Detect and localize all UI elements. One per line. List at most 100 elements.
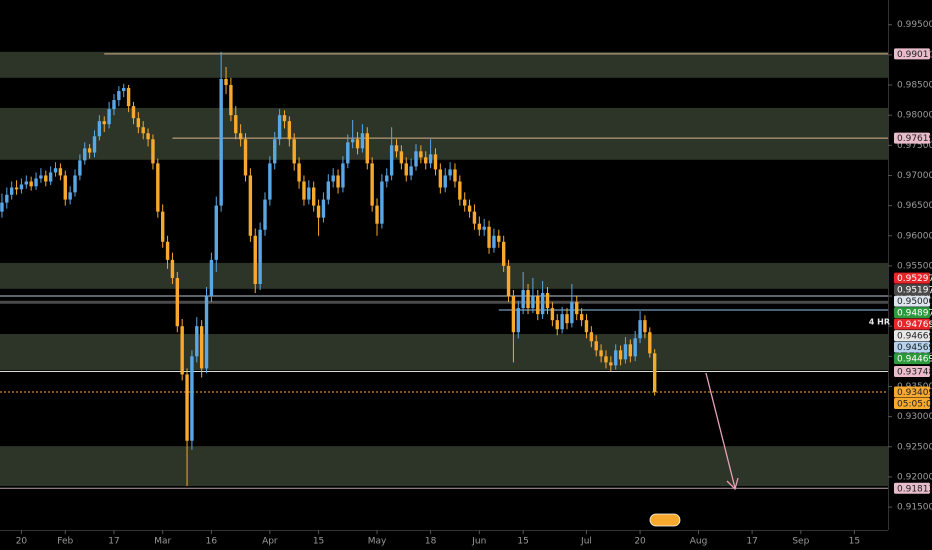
candle-body xyxy=(146,133,150,140)
candle-body xyxy=(463,199,467,206)
candle-body xyxy=(550,308,555,321)
candle-body xyxy=(370,163,374,206)
candle-body xyxy=(609,362,613,366)
candle-body xyxy=(365,133,369,164)
x-tick-label: 16 xyxy=(206,537,218,547)
x-tick-label: Aug xyxy=(690,537,708,547)
arrow xyxy=(705,372,736,489)
candle-body xyxy=(516,308,520,333)
y-tick-label: 0.98000 xyxy=(897,111,932,121)
candle-body xyxy=(238,133,243,140)
x-tick-label: 18 xyxy=(425,537,437,547)
candle-body xyxy=(560,314,564,330)
candle-body xyxy=(302,181,306,200)
price-badge-label: 0.97619 xyxy=(897,134,932,144)
candle-body xyxy=(185,374,189,441)
candle-body xyxy=(160,211,165,242)
price-badge-label: 0.91812 xyxy=(897,484,932,494)
x-tick-label: 15 xyxy=(313,537,324,547)
candle-body xyxy=(263,199,267,230)
candle-body xyxy=(540,293,545,315)
candle-body xyxy=(204,296,209,369)
candle-body xyxy=(73,175,77,193)
candle-body xyxy=(34,178,38,187)
candle-body xyxy=(487,226,491,248)
candle-body xyxy=(477,223,482,230)
interval-tag: 4 HR xyxy=(869,318,890,327)
price-badge xyxy=(894,353,930,365)
price-badge xyxy=(894,366,930,378)
candle-body xyxy=(29,181,33,187)
candle-body xyxy=(545,293,550,309)
x-tick-label: 20 xyxy=(16,537,28,547)
candle-body xyxy=(448,169,452,176)
candle-body xyxy=(68,192,72,200)
price-badge-label: 0.95297 xyxy=(897,274,932,284)
candle-body xyxy=(258,229,262,284)
candle-body xyxy=(199,326,204,369)
candle-body xyxy=(375,205,379,224)
candle-body xyxy=(472,211,477,224)
candle-body xyxy=(24,181,29,185)
candle-body xyxy=(282,115,287,122)
candle-body xyxy=(287,121,292,140)
candle-body xyxy=(83,148,87,161)
arrow-head xyxy=(726,477,739,491)
candle-body xyxy=(92,136,97,153)
y-tick-label: 0.92500 xyxy=(897,442,932,452)
x-tick-label: 15 xyxy=(849,537,860,547)
candle-body xyxy=(117,91,121,101)
y-tick-label: 0.96000 xyxy=(897,231,932,241)
price-badge-label: 0.94769 xyxy=(897,320,932,330)
y-tick-label: 0.95500 xyxy=(897,261,932,271)
candle-body xyxy=(326,181,331,200)
candle-body xyxy=(78,160,82,176)
candle-body xyxy=(341,163,345,188)
price-badge xyxy=(894,482,930,494)
candle-body xyxy=(638,320,642,339)
candle-body xyxy=(277,115,282,140)
candle-body xyxy=(618,350,623,360)
candle-body xyxy=(579,314,584,321)
candle-body xyxy=(497,235,501,242)
candle-body xyxy=(350,139,355,143)
x-tick-label: 17 xyxy=(746,537,757,547)
candle-body xyxy=(48,172,53,182)
price-badge xyxy=(894,272,930,284)
candle-body xyxy=(219,78,223,206)
candle-body xyxy=(292,139,296,164)
candle-body xyxy=(248,175,253,236)
candle-body xyxy=(389,145,394,176)
price-badge xyxy=(894,295,930,307)
candle-body xyxy=(234,115,238,134)
candle-body xyxy=(5,194,9,203)
x-tick-label: Feb xyxy=(57,537,73,547)
candle-body xyxy=(209,259,214,297)
candle-body xyxy=(492,235,496,248)
candle-body xyxy=(268,163,272,200)
candle-body xyxy=(467,205,472,212)
zones xyxy=(0,51,888,486)
candle-body xyxy=(58,168,63,176)
zone xyxy=(0,51,888,78)
price-badge-label: 0.94569 xyxy=(897,343,932,353)
candle-body xyxy=(394,145,399,152)
zone xyxy=(0,446,888,486)
event-icon[interactable] xyxy=(649,513,681,527)
candle-body xyxy=(623,344,628,360)
level-lines xyxy=(0,53,888,489)
candle-body xyxy=(633,338,637,357)
candle-body xyxy=(458,181,462,200)
x-tick-label: Apr xyxy=(262,537,278,547)
zone xyxy=(0,262,888,289)
y-tick-label: 0.97500 xyxy=(897,141,932,151)
candle-body xyxy=(409,166,413,176)
candle-body xyxy=(428,154,433,164)
y-tick-label: 0.98500 xyxy=(897,81,932,91)
candle-body xyxy=(438,169,443,188)
candle-body xyxy=(321,199,326,218)
candle-body xyxy=(9,187,14,195)
